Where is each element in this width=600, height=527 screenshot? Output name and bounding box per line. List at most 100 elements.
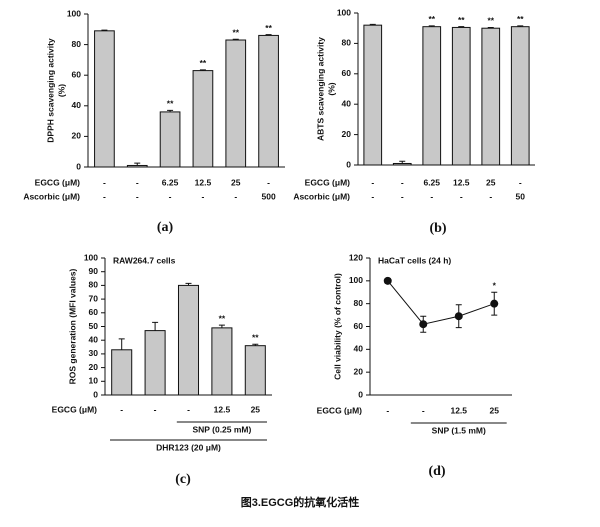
error-bar [101, 29, 108, 31]
point [454, 312, 463, 321]
panel-label: (d) [428, 464, 445, 479]
y-axis-label: Cell viability (% of control) [332, 273, 342, 380]
row-cell: - [187, 404, 190, 414]
row-label: EGCG (μM) [35, 177, 81, 187]
bar [392, 162, 412, 166]
row-cell: - [371, 177, 374, 187]
y-tick-label: 70 [89, 293, 99, 303]
y-tick-label: 80 [342, 38, 352, 48]
bracket-label: DHR123 (20 μM) [156, 442, 221, 452]
row-cell: - [154, 404, 157, 414]
significance: ** [487, 16, 494, 26]
error-bar [218, 324, 225, 328]
row-cell: - [401, 191, 404, 201]
panel-label: (b) [429, 221, 446, 236]
figure-caption: 图3.EGCG的抗氧化活性 [241, 495, 360, 509]
significance: * [493, 281, 497, 291]
error-bar [199, 69, 206, 71]
y-tick-label: 40 [342, 98, 352, 108]
panel-label: (c) [175, 472, 191, 487]
y-tick-label: 0 [76, 161, 81, 171]
y-axis-label: (%) [326, 82, 336, 95]
y-tick-label: 20 [342, 129, 352, 139]
row-cell: - [103, 191, 106, 201]
significance: ** [252, 333, 259, 343]
significance: ** [428, 14, 435, 24]
y-tick-label: 100 [349, 275, 363, 285]
panel-label: (a) [157, 220, 174, 235]
error-bar [134, 162, 141, 166]
row-cell: - [460, 191, 463, 201]
bar [244, 345, 266, 396]
y-tick-label: 40 [72, 100, 82, 110]
bar [225, 39, 247, 168]
bar [126, 164, 148, 168]
row-cell: - [519, 177, 522, 187]
row-cell: - [430, 191, 433, 201]
chart-title: HaCaT cells (24 h) [378, 255, 451, 265]
row-cell: 50 [516, 191, 526, 201]
row-cell: 25 [486, 177, 496, 187]
row-cell: - [386, 405, 389, 415]
row-cell: - [201, 191, 204, 201]
bar [422, 26, 442, 166]
y-axis-label: ROS generation (MFI values) [67, 268, 77, 384]
error-bar [232, 38, 239, 41]
y-tick-label: 20 [72, 131, 82, 141]
error-bar [167, 109, 174, 112]
y-tick-label: 60 [72, 69, 82, 79]
y-axis-label: ABTS scavenging activity [315, 37, 325, 141]
bar [363, 24, 383, 166]
error-bar [118, 338, 125, 350]
bar [481, 27, 501, 166]
y-tick-label: 80 [72, 39, 82, 49]
significance: ** [232, 27, 239, 37]
row-cell: 500 [261, 191, 275, 201]
chart-title: RAW264.7 cells [113, 255, 176, 265]
significance: ** [517, 14, 524, 24]
y-tick-label: 0 [346, 159, 351, 169]
row-cell: 25 [490, 405, 500, 415]
significance: ** [458, 15, 465, 25]
error-bar [399, 160, 406, 164]
row-cell: - [169, 191, 172, 201]
y-tick-label: 60 [342, 68, 352, 78]
significance: ** [265, 23, 272, 33]
significance: ** [219, 313, 226, 323]
y-axis-label: DPPH scavenging activity [45, 38, 55, 143]
row-label: EGCG (μM) [52, 404, 98, 414]
bar [177, 284, 200, 396]
row-cell: - [136, 177, 139, 187]
error-bar [517, 25, 524, 27]
bar [451, 26, 471, 166]
row-cell: - [371, 191, 374, 201]
bar [159, 111, 181, 168]
bracket-label: SNP (0.25 mM) [192, 424, 251, 434]
y-tick-label: 30 [89, 348, 99, 358]
bar [211, 327, 233, 396]
bar [144, 330, 166, 396]
error-bar [252, 343, 259, 346]
y-tick-label: 120 [349, 252, 363, 262]
bracket-label: SNP (1.5 mM) [432, 425, 486, 435]
row-label: Ascorbic (μM) [293, 191, 350, 201]
bar [510, 26, 530, 166]
error-bar [455, 304, 462, 329]
y-tick-label: 0 [93, 389, 98, 399]
row-cell: - [120, 404, 123, 414]
error-bar [265, 34, 272, 36]
bar [192, 70, 214, 168]
y-tick-label: 90 [89, 266, 99, 276]
error-bar [428, 25, 435, 27]
row-cell: 6.25 [423, 177, 440, 187]
point [419, 320, 428, 329]
row-cell: 6.25 [162, 177, 179, 187]
significance: ** [200, 58, 207, 68]
bar [258, 34, 279, 168]
significance: ** [167, 99, 174, 109]
y-tick-label: 20 [89, 362, 99, 372]
point [490, 299, 499, 308]
row-cell: - [136, 191, 139, 201]
